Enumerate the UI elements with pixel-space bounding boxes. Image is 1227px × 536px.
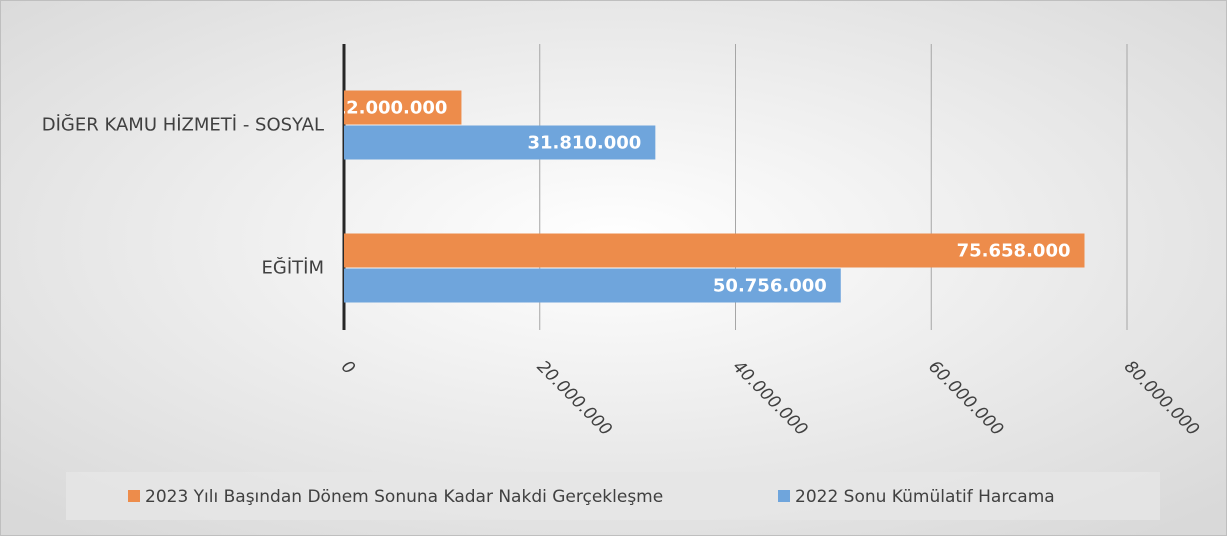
- value-label: 31.810.000: [527, 133, 641, 154]
- bar: [344, 268, 841, 303]
- bar: [344, 125, 656, 160]
- legend-swatch: [128, 490, 140, 502]
- value-label: 75.658.000: [957, 241, 1071, 262]
- legend-swatch: [778, 490, 790, 502]
- y-tick-label: DİĞER KAMU HİZMETİ - SOSYAL: [42, 114, 324, 136]
- value-label: 50.756.000: [713, 276, 827, 297]
- legend-label: 2023 Yılı Başından Dönem Sonuna Kadar Na…: [145, 487, 663, 507]
- value-label: 12.000.000: [334, 98, 448, 119]
- bar: [344, 233, 1085, 268]
- y-tick-label: EĞİTİM: [262, 257, 324, 279]
- legend-label: 2022 Sonu Kümülatif Harcama: [795, 487, 1055, 507]
- bar: [344, 90, 462, 125]
- legend-box: [66, 472, 1160, 520]
